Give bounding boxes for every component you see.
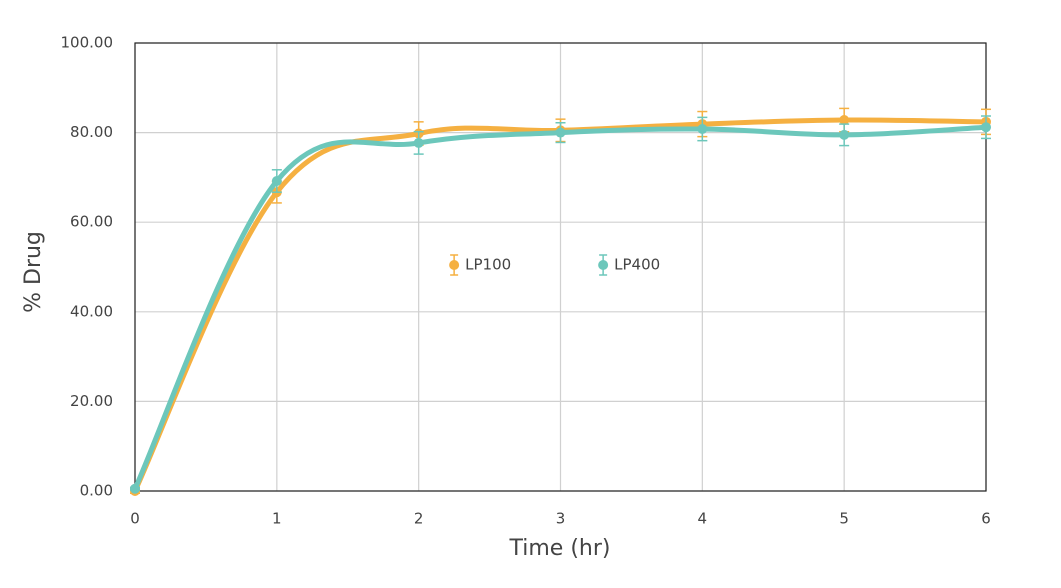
y-tick-label: 60.00 — [70, 213, 113, 231]
data-point — [271, 175, 282, 186]
series-line — [132, 117, 989, 494]
data-point — [839, 115, 850, 126]
x-tick-label: 0 — [130, 510, 140, 528]
legend-marker — [598, 260, 609, 270]
x-tick-label: 3 — [556, 510, 566, 528]
y-tick-label: 100.00 — [61, 34, 114, 52]
data-point — [555, 127, 566, 138]
series-line — [132, 124, 989, 492]
legend-label: LP100 — [465, 256, 511, 274]
x-tick-label: 2 — [414, 510, 424, 528]
y-tick-label: 0.00 — [80, 482, 113, 500]
y-tick-label: 40.00 — [70, 302, 113, 320]
x-tick-label: 4 — [698, 510, 708, 528]
data-point — [130, 483, 140, 494]
plot-border — [134, 42, 987, 492]
x-tick-label: 5 — [839, 510, 849, 528]
x-axis-label: Time (hr) — [509, 536, 611, 561]
data-point — [697, 124, 708, 135]
data-point — [839, 129, 850, 140]
data-point — [413, 137, 424, 148]
y-axis-label: % Drug — [21, 231, 46, 313]
x-tick-label: 6 — [981, 510, 991, 528]
legend-label: LP400 — [614, 256, 660, 274]
y-tick-label: 80.00 — [70, 123, 113, 141]
legend-marker — [449, 260, 460, 270]
x-tick-label: 1 — [272, 510, 282, 528]
y-tick-label: 20.00 — [70, 392, 113, 410]
data-point — [981, 122, 991, 133]
